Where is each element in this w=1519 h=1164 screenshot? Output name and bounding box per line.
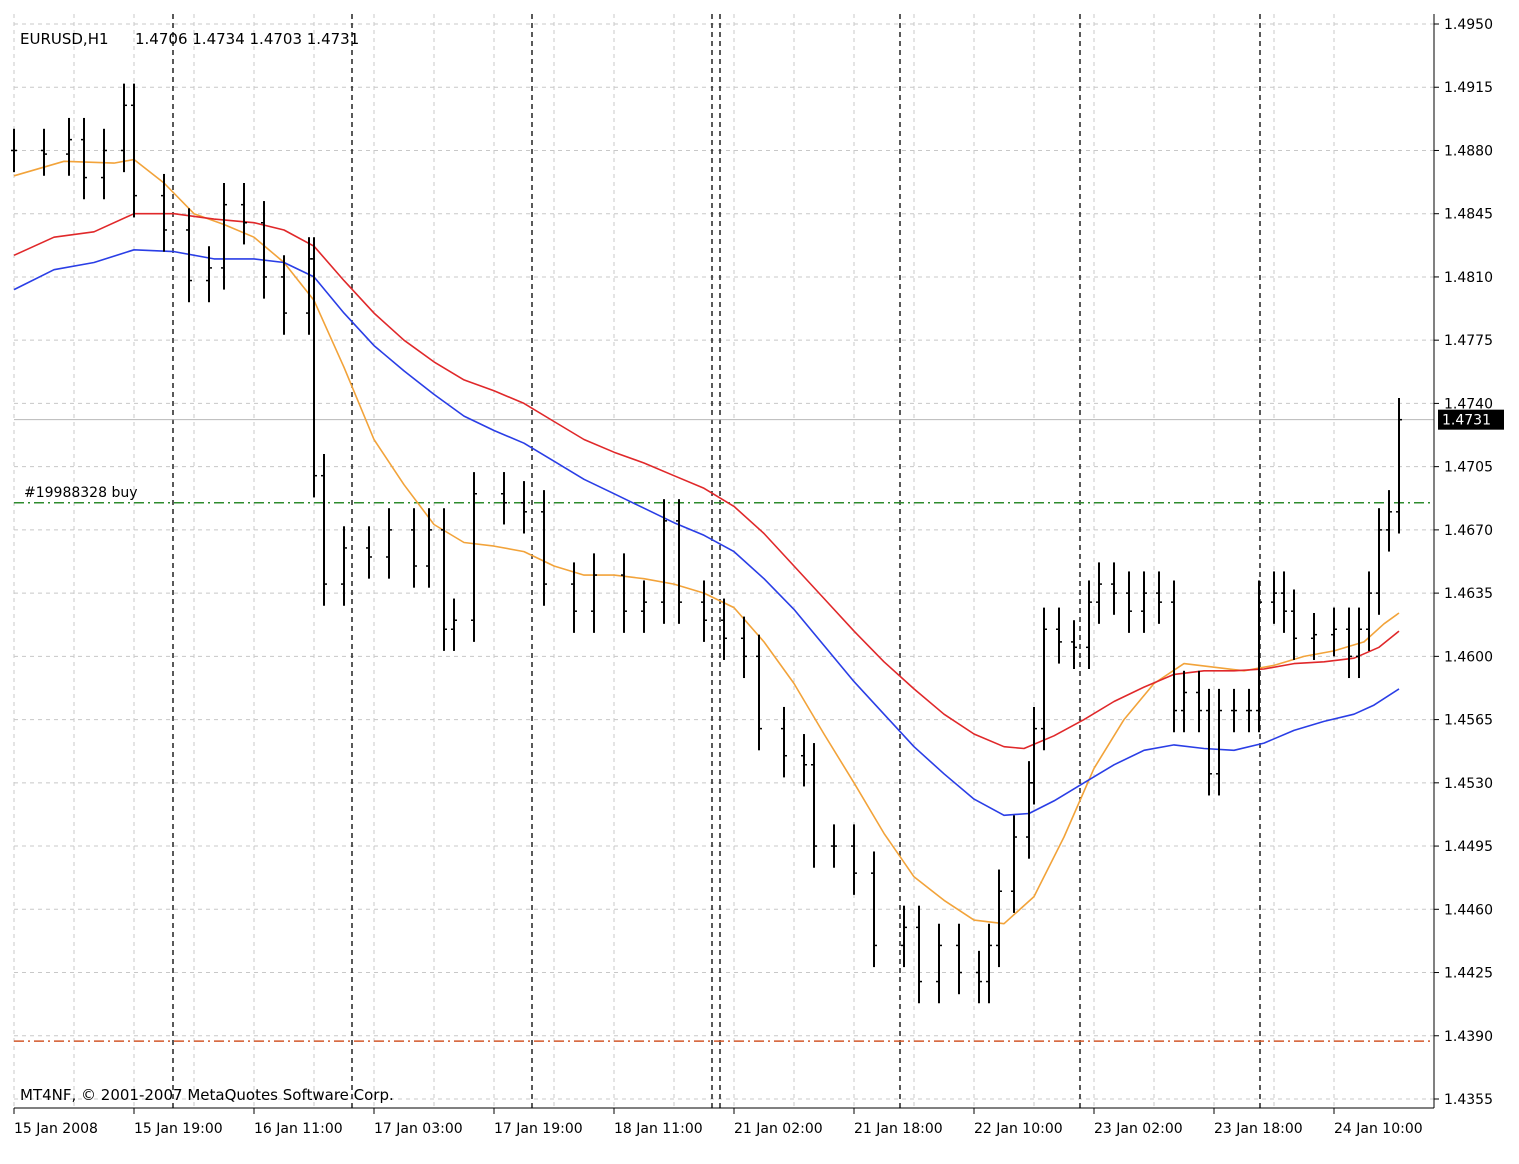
current-price-tag-label: 1.4731 (1442, 413, 1491, 429)
y-tick-label: 1.4600 (1444, 649, 1493, 665)
x-tick-label: 17 Jan 03:00 (374, 1121, 463, 1137)
x-tick-label: 15 Jan 19:00 (134, 1121, 223, 1137)
ma_mid-line (13, 212, 1400, 750)
y-tick-label: 1.4530 (1444, 776, 1493, 792)
x-tick-label: 17 Jan 19:00 (494, 1121, 583, 1137)
y-tick-label: 1.4845 (1444, 207, 1493, 223)
y-tick-label: 1.4425 (1444, 966, 1493, 982)
y-tick-label: 1.4495 (1444, 839, 1493, 855)
ma_fast-line (13, 158, 1400, 925)
x-tick-label: 22 Jan 10:00 (974, 1121, 1063, 1137)
x-tick-label: 15 Jan 2008 (14, 1121, 98, 1137)
y-tick-label: 1.4460 (1444, 902, 1493, 918)
y-tick-label: 1.4355 (1444, 1092, 1493, 1108)
axes (14, 14, 1435, 1109)
x-axis-ticks: 15 Jan 2008 15 Jan 19:00 16 Jan 11:00 17 Ja… (13, 1108, 1423, 1137)
y-tick-label: 1.4880 (1444, 143, 1493, 159)
x-tick-label: 21 Jan 18:00 (854, 1121, 943, 1137)
day-separators (172, 14, 1261, 1108)
ma_slow-line (13, 249, 1400, 817)
y-tick-label: 1.4915 (1444, 80, 1493, 96)
y-tick-label: 1.4635 (1444, 586, 1493, 602)
x-tick-label: 21 Jan 02:00 (734, 1121, 823, 1137)
x-tick-label: 24 Jan 10:00 (1334, 1121, 1423, 1137)
current-price-tag-bg (1438, 409, 1504, 430)
copyright-label: MT4NF, © 2001-2007 MetaQuotes Software C… (20, 1086, 394, 1104)
y-tick-label: 1.4950 (1444, 17, 1493, 33)
chart-symbol-label: EURUSD,H1 (20, 30, 109, 48)
y-axis-ticks: 1.4950 1.4915 1.4880 1.4845 1.4810 1.4775 1.47… (1434, 17, 1493, 1108)
order-line-label: #19988328 buy (24, 485, 137, 501)
horizontal-lines: #19988328 buy (14, 419, 1434, 1042)
y-tick-label: 1.4670 (1444, 523, 1493, 539)
x-tick-label: 18 Jan 11:00 (614, 1121, 703, 1137)
grid (13, 14, 1434, 1108)
series (11, 83, 1402, 1004)
y-tick-label: 1.4390 (1444, 1029, 1493, 1045)
chart-ohlc-label: 1.4706 1.4734 1.4703 1.4731 (135, 30, 359, 48)
y-tick-label: 1.4705 (1444, 460, 1493, 476)
y-tick-label: 1.4810 (1444, 270, 1493, 286)
x-tick-label: 23 Jan 02:00 (1094, 1121, 1183, 1137)
y-tick-label: 1.4775 (1444, 333, 1493, 349)
current-price-tag: 1.4731 (1438, 409, 1504, 430)
y-tick-label: 1.4565 (1444, 713, 1493, 729)
x-tick-label: 23 Jan 18:00 (1214, 1121, 1303, 1137)
y-tick-label: 1.4740 (1444, 396, 1493, 412)
x-tick-label: 16 Jan 11:00 (254, 1121, 343, 1137)
